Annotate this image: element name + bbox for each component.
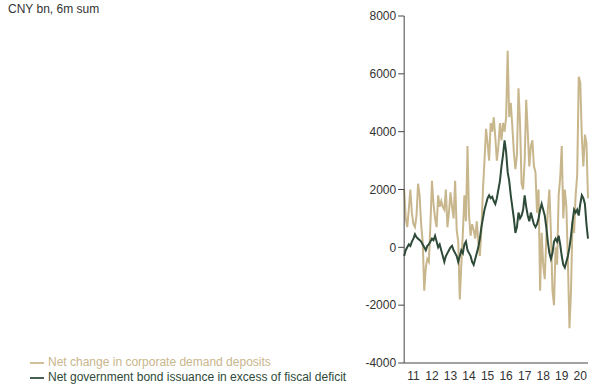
- svg-text:15: 15: [481, 369, 495, 383]
- svg-text:-2000: -2000: [365, 298, 396, 312]
- html-text:Net government bond issuance i: Net government bond issuance in excess o…: [48, 370, 347, 385]
- svg-text:17: 17: [518, 369, 532, 383]
- svg-text:14: 14: [462, 369, 476, 383]
- svg-text:2000: 2000: [369, 183, 396, 197]
- svg-text:12: 12: [425, 369, 439, 383]
- svg-text:16: 16: [499, 369, 513, 383]
- svg-text:13: 13: [444, 369, 458, 383]
- svg-text:11: 11: [407, 369, 420, 383]
- svg-text:19: 19: [555, 369, 569, 383]
- svg-text:0: 0: [389, 241, 396, 255]
- svg-text:20: 20: [574, 369, 588, 383]
- svg-text:18: 18: [537, 369, 551, 383]
- svg-text:6000: 6000: [369, 67, 396, 81]
- svg-text:-4000: -4000: [365, 356, 396, 370]
- html-text:CNY bn, 6m sum: CNY bn, 6m sum: [8, 2, 100, 16]
- svg-text:8000: 8000: [369, 9, 396, 23]
- svg-text:4000: 4000: [369, 125, 396, 139]
- html-text:Net change in corporate demand: Net change in corporate demand deposits: [48, 355, 271, 370]
